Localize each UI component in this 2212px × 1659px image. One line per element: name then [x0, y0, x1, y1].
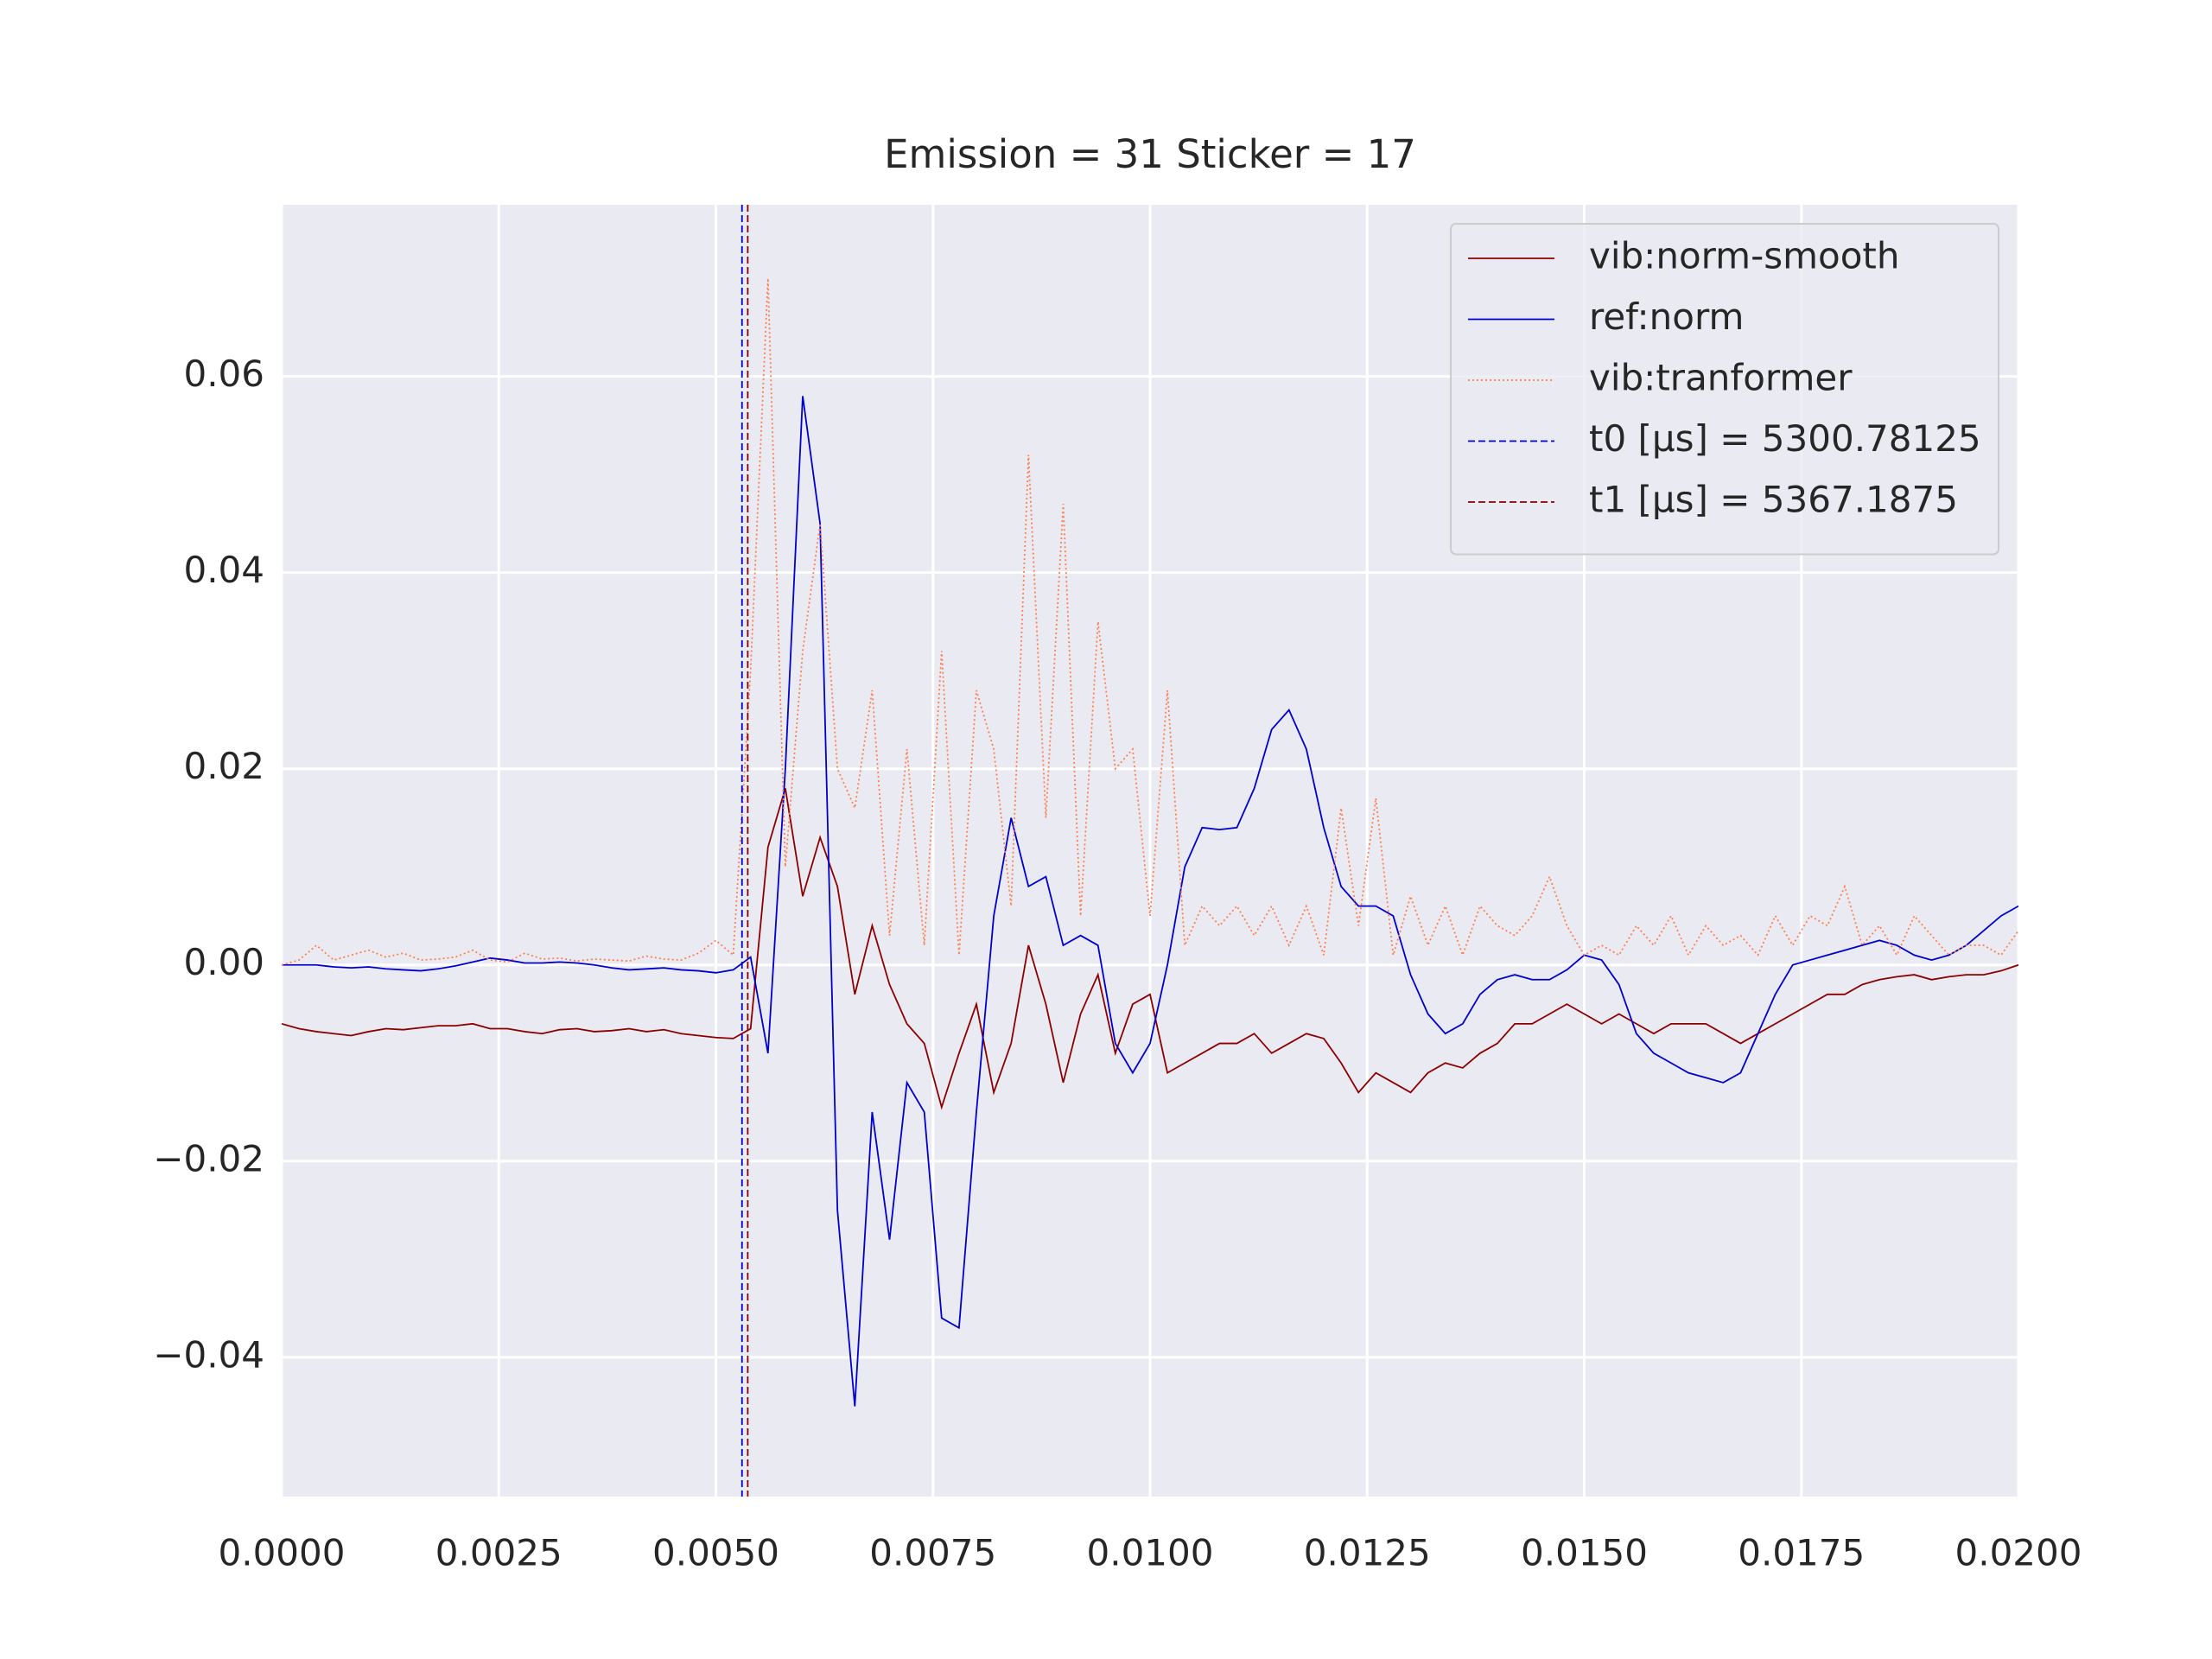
legend: vib:norm-smooth ref:norm vib:tranformer t0 …: [1450, 223, 1999, 556]
legend-label: t0 [μs] = 5300.78125: [1589, 417, 1981, 460]
legend-label: vib:norm-smooth: [1589, 235, 1900, 277]
x-tick-label: 0.0025: [435, 1532, 563, 1574]
y-tick-label: 0.02: [183, 745, 264, 787]
legend-label: vib:tranformer: [1589, 357, 1853, 399]
plot: [282, 205, 2018, 1497]
y-tick-label: 0.06: [183, 353, 264, 395]
x-tick-label: 0.0000: [219, 1532, 346, 1574]
series-line: [282, 788, 2018, 1110]
x-tick-label: 0.0100: [1087, 1532, 1214, 1574]
y-tick-label: −0.02: [153, 1137, 264, 1179]
y-tick-label: −0.04: [153, 1333, 264, 1376]
chart-title: Emission = 31 Sticker = 17: [884, 131, 1416, 177]
legend-label: ref:norm: [1589, 296, 1744, 338]
x-tick-label: 0.0200: [1955, 1532, 2082, 1574]
x-tick-label: 0.0175: [1738, 1532, 1865, 1574]
legend-label: t1 [μs] = 5367.1875: [1589, 479, 1958, 521]
legend-box: [1450, 223, 1999, 556]
x-tick-label: 0.0050: [652, 1532, 779, 1574]
x-tick-label: 0.0150: [1521, 1532, 1648, 1574]
x-tick-label: 0.0125: [1304, 1532, 1431, 1574]
x-tick-label: 0.0075: [869, 1532, 996, 1574]
y-tick-label: 0.00: [183, 941, 264, 983]
series-line: [282, 278, 2018, 966]
y-tick-label: 0.04: [183, 549, 264, 591]
series-line: [282, 396, 2018, 1407]
